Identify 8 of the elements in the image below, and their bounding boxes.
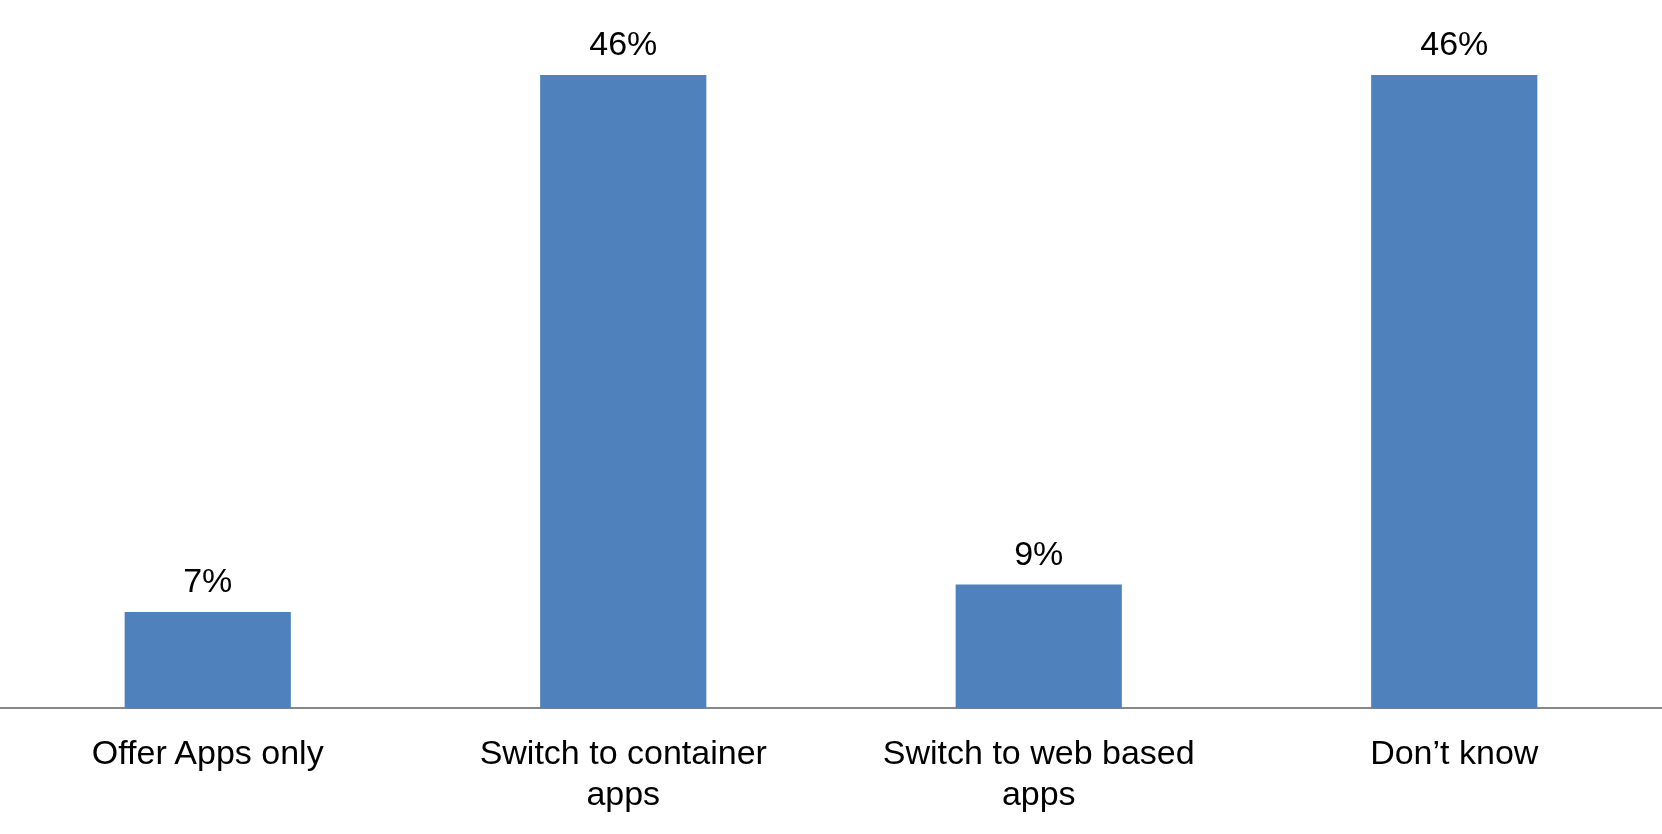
x-tick-label: Switch to web based apps bbox=[882, 733, 1195, 812]
x-tick-label: Switch to container apps bbox=[479, 733, 767, 812]
data-label: 46% bbox=[1420, 24, 1489, 63]
x-tick-label: Don’t know bbox=[1370, 733, 1539, 772]
data-label: 7% bbox=[183, 561, 233, 600]
x-tick-label: Offer Apps only bbox=[91, 733, 324, 772]
data-label: 9% bbox=[1014, 533, 1064, 572]
data-label: 46% bbox=[589, 24, 658, 63]
